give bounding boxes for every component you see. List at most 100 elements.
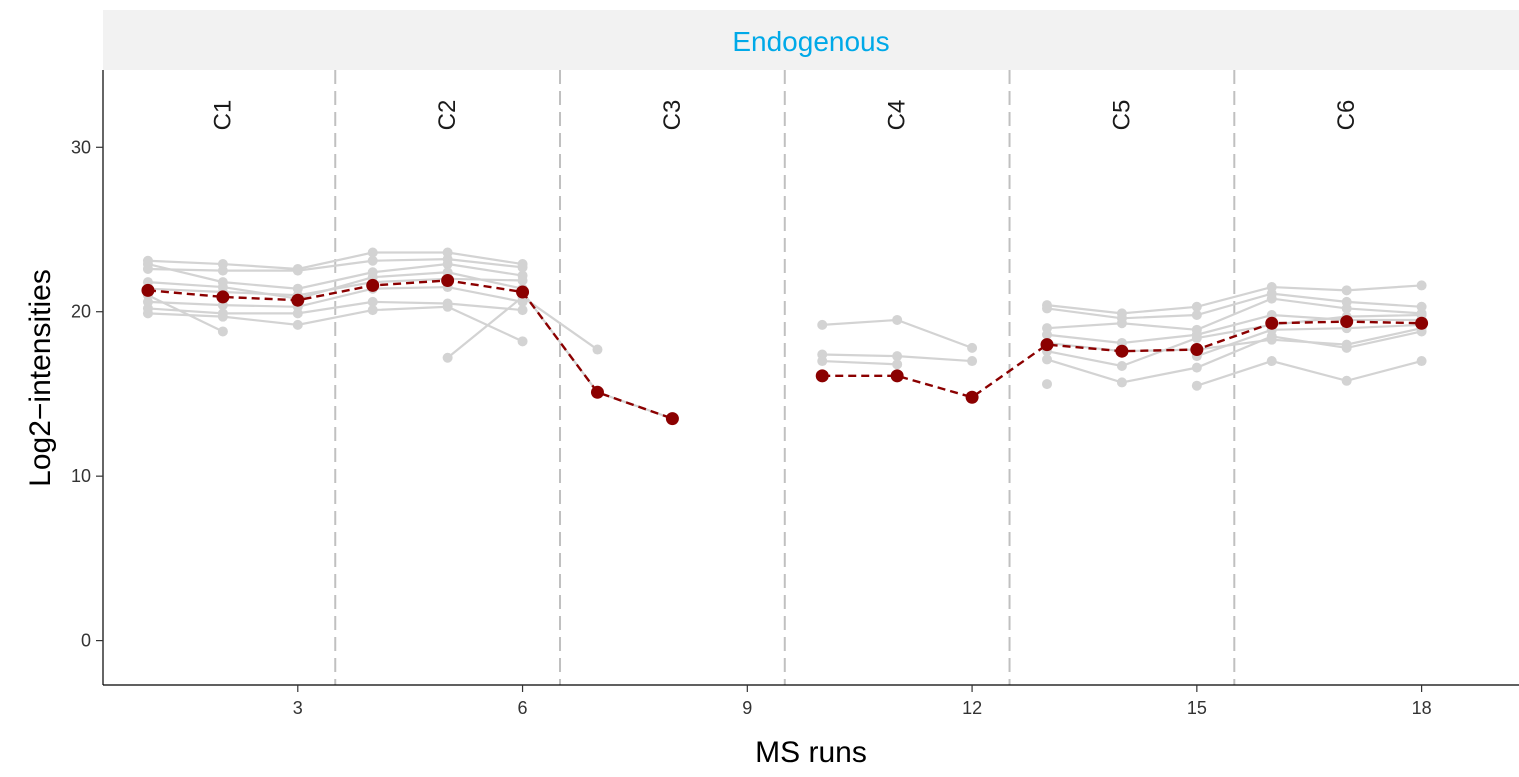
y-tick-label-10: 10 <box>71 466 91 486</box>
feature-point-5-6 <box>517 275 528 286</box>
x-tick-label-15: 15 <box>1187 698 1207 718</box>
feature-point-9-6 <box>517 336 528 347</box>
feature-point-2-4 <box>367 255 378 266</box>
summary-point-2-8 <box>1340 315 1354 329</box>
feature-point-17-5 <box>1341 303 1352 314</box>
feature-point-23-1 <box>1191 380 1202 391</box>
feature-line-7 <box>147 285 523 308</box>
feature-line-1 <box>147 251 523 271</box>
feature-point-14-2 <box>892 359 903 370</box>
feature-point-17-4 <box>1266 293 1277 304</box>
feature-point-16-3 <box>1191 310 1202 321</box>
strip-background <box>103 10 1519 70</box>
y-tick-label-0: 0 <box>81 631 91 651</box>
feature-point-23-4 <box>1416 356 1427 367</box>
x-axis-ticks: 3 6 9 12 15 18 <box>293 685 1432 718</box>
feature-point-2-3 <box>292 265 303 276</box>
feature-point-8-3 <box>292 308 303 319</box>
condition-label-c3: C3 <box>659 100 686 131</box>
feature-point-1-4 <box>367 247 378 258</box>
feature-line-18 <box>1046 313 1422 345</box>
condition-labels: C1 C2 C3 C4 C5 C6 <box>209 100 1360 131</box>
feature-point-3-1 <box>142 259 153 270</box>
feature-point-8-4 <box>367 296 378 307</box>
condition-boundaries <box>334 70 1236 685</box>
feature-point-23-3 <box>1341 375 1352 386</box>
feature-point-2-2 <box>217 265 228 276</box>
feature-point-13-3 <box>967 356 978 367</box>
summary-point-1-8 <box>665 412 679 426</box>
summary-line-1 <box>147 279 673 420</box>
y-axis-title: Log2−intensities <box>24 269 57 487</box>
feature-point-13-2 <box>892 351 903 362</box>
feature-point-10-1 <box>442 352 453 363</box>
feature-point-18-1 <box>1042 329 1052 340</box>
feature-point-2-6 <box>517 262 528 273</box>
feature-point-17-2 <box>1116 318 1127 329</box>
summary-line <box>141 273 1429 426</box>
summary-point-1-4 <box>366 278 380 292</box>
summary-point-1-1 <box>141 283 155 297</box>
feature-point-10-3 <box>592 344 603 355</box>
feature-point-19-2 <box>1116 360 1127 371</box>
summary-point-1-7 <box>590 385 604 399</box>
condition-label-c2: C2 <box>434 100 461 131</box>
summary-point-1-3 <box>291 293 305 307</box>
feature-point-9-1 <box>142 308 153 319</box>
feature-line-5 <box>147 277 523 297</box>
feature-point-19-3 <box>1191 333 1202 344</box>
summary-point-2-1 <box>815 369 829 383</box>
feature-point-15-6 <box>1416 280 1427 291</box>
feature-point-12-2 <box>892 314 903 325</box>
panel-title: Endogenous <box>732 26 889 57</box>
summary-point-2-3 <box>965 390 979 404</box>
feature-line-17 <box>1046 297 1422 331</box>
summary-point-2-2 <box>890 369 904 383</box>
x-axis-title: MS runs <box>755 736 867 769</box>
feature-point-15-3 <box>1191 301 1202 312</box>
feature-line-15 <box>1046 284 1422 315</box>
summary-point-1-6 <box>516 285 530 299</box>
feature-point-8-6 <box>517 305 528 316</box>
feature-line-11 <box>521 291 673 420</box>
feature-point-14-1 <box>817 356 828 367</box>
feature-point-9-2 <box>217 311 228 322</box>
summary-point-2-4 <box>1040 338 1054 352</box>
feature-line-2 <box>147 258 523 272</box>
x-tick-label-6: 6 <box>518 698 528 718</box>
feature-point-3-5 <box>442 259 453 270</box>
feature-line-8 <box>147 300 523 315</box>
feature-point-12-3 <box>967 342 978 353</box>
feature-point-22-1 <box>1042 379 1052 390</box>
feature-point-21-1 <box>1042 354 1052 365</box>
summary-point-1-2 <box>216 290 230 304</box>
condition-label-c4: C4 <box>884 100 911 131</box>
condition-label-c6: C6 <box>1333 100 1360 131</box>
summary-point-1-5 <box>441 273 455 287</box>
x-tick-label-9: 9 <box>742 698 752 718</box>
x-tick-label-3: 3 <box>293 698 303 718</box>
feature-point-16-1 <box>1042 303 1052 314</box>
y-tick-label-20: 20 <box>71 302 91 322</box>
x-tick-label-12: 12 <box>962 698 982 718</box>
feature-line-24 <box>1196 323 1422 358</box>
feature-point-6-2 <box>217 326 228 337</box>
feature-point-21-3 <box>1191 362 1202 373</box>
summary-point-2-6 <box>1190 343 1204 357</box>
x-tick-label-18: 18 <box>1412 698 1432 718</box>
feature-line-9 <box>147 305 524 343</box>
feature-point-9-4 <box>367 305 378 316</box>
feature-point-23-2 <box>1266 356 1277 367</box>
feature-line-23 <box>1196 359 1422 387</box>
feature-point-9-5 <box>442 301 453 312</box>
y-tick-label-30: 30 <box>71 137 91 157</box>
condition-label-c1: C1 <box>209 100 236 131</box>
summary-point-2-7 <box>1265 316 1279 330</box>
feature-line-19 <box>1046 313 1422 368</box>
condition-label-c5: C5 <box>1108 100 1135 131</box>
feature-point-9-3 <box>292 319 303 330</box>
y-axis-ticks: 0 10 20 30 <box>71 137 103 651</box>
feature-line-20 <box>1046 327 1422 353</box>
summary-point-2-9 <box>1415 316 1429 330</box>
